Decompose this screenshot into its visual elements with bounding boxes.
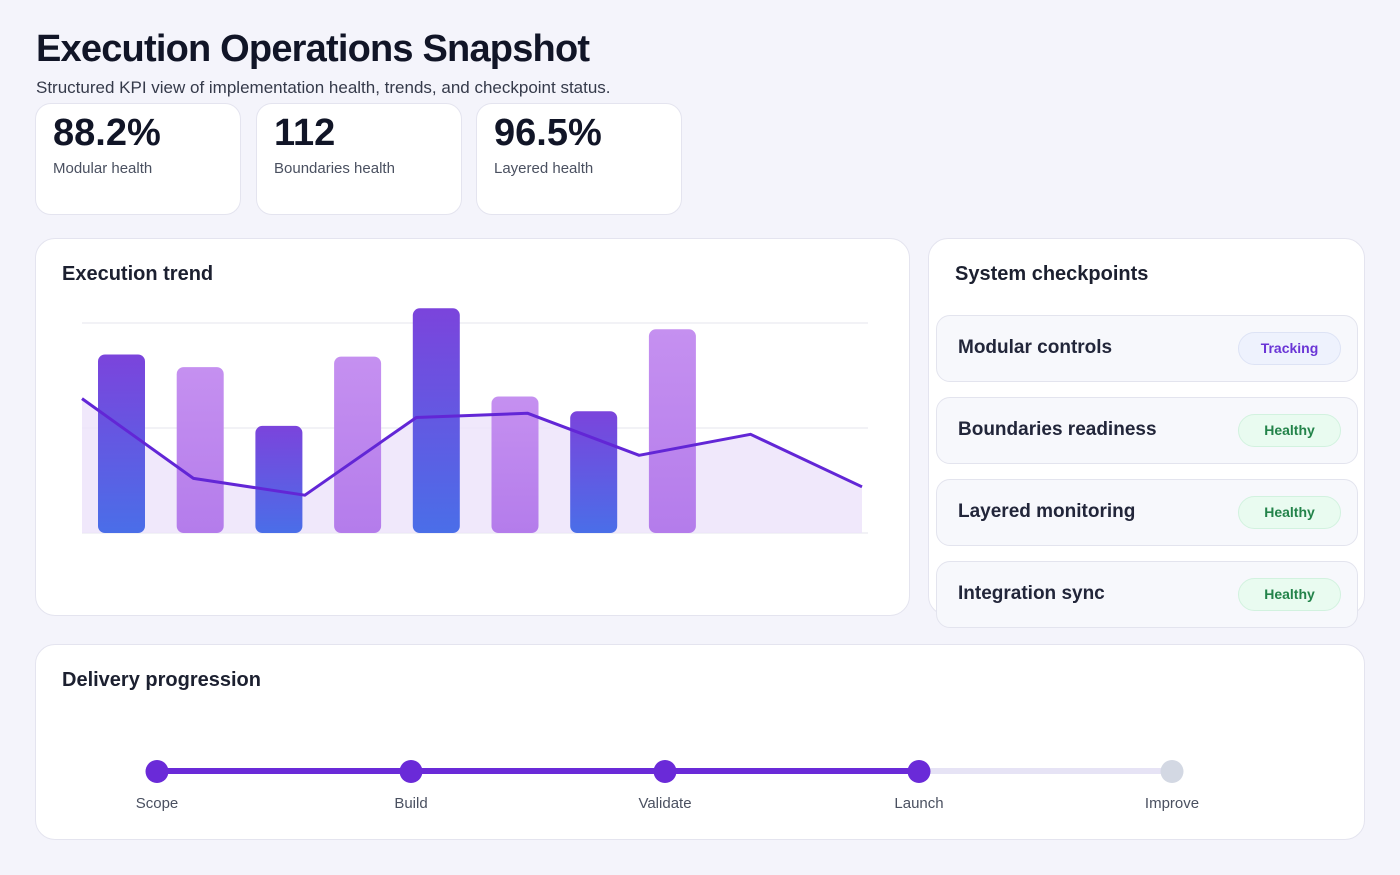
bar — [334, 356, 382, 533]
status-badge: Healthy — [1238, 414, 1341, 447]
kpi-label: Boundaries health — [274, 160, 395, 177]
kpi-card-modular: 88.2% Modular health — [35, 103, 241, 215]
bar — [255, 425, 303, 533]
step-dot — [145, 760, 169, 783]
checkpoint-name: Modular controls — [958, 337, 1113, 358]
bar — [491, 396, 539, 533]
checkpoint-item[interactable]: Modular controls Tracking — [936, 315, 1358, 382]
kpi-value: 96.5% — [494, 112, 602, 154]
kpi-card-boundaries: 112 Boundaries health — [256, 103, 462, 215]
bar — [648, 329, 696, 533]
page-title: Execution Operations Snapshot — [36, 28, 590, 70]
step-dot — [907, 760, 931, 783]
step-dot — [1160, 760, 1184, 783]
status-badge: Healthy — [1238, 496, 1341, 529]
kpi-card-layered: 96.5% Layered health — [476, 103, 682, 215]
checkpoint-item[interactable]: Layered monitoring Healthy — [936, 479, 1358, 546]
delivery-progression-panel: Delivery progression — [35, 644, 1365, 840]
checkpoint-name: Integration sync — [958, 583, 1105, 604]
step-label: Build — [394, 795, 428, 812]
step-label: Improve — [1144, 795, 1200, 812]
step-dot — [399, 760, 423, 783]
step-label: Launch — [894, 795, 944, 812]
page-subtitle: Structured KPI view of implementation he… — [36, 78, 611, 97]
panel-title: Execution trend — [62, 263, 214, 285]
step-dot — [653, 760, 677, 783]
checkpoint-name: Boundaries readiness — [958, 419, 1157, 440]
checkpoint-item[interactable]: Integration sync Healthy — [936, 561, 1358, 628]
panel-title: Delivery progression — [62, 669, 261, 691]
kpi-value: 112 — [274, 112, 336, 154]
bar — [412, 308, 460, 533]
status-badge: Tracking — [1238, 332, 1341, 365]
panel-title: System checkpoints — [955, 263, 1149, 285]
kpi-label: Modular health — [53, 160, 153, 177]
bar — [176, 367, 224, 533]
kpi-value: 88.2% — [53, 112, 161, 154]
progress-fill — [157, 768, 919, 774]
bar — [98, 354, 145, 533]
step-label: Validate — [638, 795, 692, 812]
checkpoint-item[interactable]: Boundaries readiness Healthy — [936, 397, 1358, 464]
status-badge: Healthy — [1238, 578, 1341, 611]
checkpoint-name: Layered monitoring — [958, 501, 1136, 522]
trend-line — [81, 397, 863, 497]
kpi-label: Layered health — [494, 160, 594, 177]
step-label: Scope — [135, 795, 179, 812]
bar — [570, 411, 618, 533]
